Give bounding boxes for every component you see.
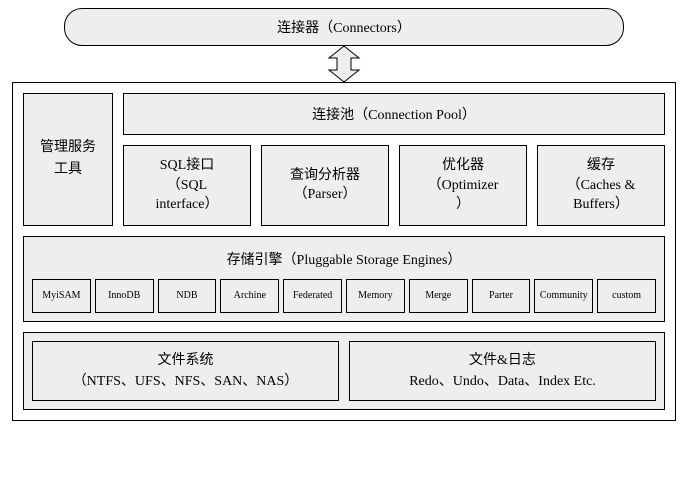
cache-line1: 缓存 — [567, 156, 636, 176]
management-tools-box: 管理服务 工具 — [23, 93, 113, 226]
right-column: 连接池（Connection Pool） SQL接口 （SQL interfac… — [123, 93, 665, 226]
sql-line3: interface） — [156, 195, 219, 215]
sql-interface-box: SQL接口 （SQL interface） — [123, 145, 251, 226]
engines-row: MyiSAM InnoDB NDB Archine Federated Memo… — [32, 279, 656, 313]
fs-line1: 文件系统 — [37, 350, 334, 371]
filesystem-box: 文件系统 （NTFS、UFS、NFS、SAN、NAS） — [32, 341, 339, 401]
top-row: 管理服务 工具 连接池（Connection Pool） SQL接口 （SQL … — [23, 93, 665, 226]
optimizer-box: 优化器 （Optimizer ） — [399, 145, 527, 226]
bottom-section: 文件系统 （NTFS、UFS、NFS、SAN、NAS） 文件&日志 Redo、U… — [23, 332, 665, 410]
main-container: 管理服务 工具 连接池（Connection Pool） SQL接口 （SQL … — [12, 82, 676, 421]
engine-box: InnoDB — [95, 279, 154, 313]
parser-line2: （Parser） — [290, 185, 360, 205]
bidirectional-arrow — [12, 46, 676, 82]
storage-title: 存储引擎（Pluggable Storage Engines） — [32, 245, 656, 279]
sql-line2: （SQL — [156, 176, 219, 196]
connection-pool-box: 连接池（Connection Pool） — [123, 93, 665, 135]
engine-box: custom — [597, 279, 656, 313]
opt-line3: ） — [428, 195, 499, 215]
logs-line2: Redo、Undo、Data、Index Etc. — [354, 371, 651, 392]
mgmt-line2: 工具 — [40, 159, 96, 181]
engine-box: Community — [534, 279, 593, 313]
logs-box: 文件&日志 Redo、Undo、Data、Index Etc. — [349, 341, 656, 401]
engine-box: NDB — [158, 279, 217, 313]
components-row: SQL接口 （SQL interface） 查询分析器 （Parser） 优化器… — [123, 145, 665, 226]
engine-box: Merge — [409, 279, 468, 313]
cache-line2: （Caches & — [567, 176, 636, 196]
sql-line1: SQL接口 — [156, 156, 219, 176]
engine-box: MyiSAM — [32, 279, 91, 313]
connectors-box: 连接器（Connectors） — [64, 8, 624, 46]
parser-line1: 查询分析器 — [290, 166, 360, 186]
engine-box: Memory — [346, 279, 405, 313]
caches-box: 缓存 （Caches & Buffers） — [537, 145, 665, 226]
arrow-icon — [319, 46, 369, 82]
parser-box: 查询分析器 （Parser） — [261, 145, 389, 226]
mgmt-line1: 管理服务 — [40, 137, 96, 159]
opt-line2: （Optimizer — [428, 176, 499, 196]
opt-line1: 优化器 — [428, 156, 499, 176]
connection-pool-label: 连接池（Connection Pool） — [312, 108, 476, 123]
engine-box: Parter — [472, 279, 531, 313]
fs-line2: （NTFS、UFS、NFS、SAN、NAS） — [37, 371, 334, 392]
connectors-label: 连接器（Connectors） — [277, 21, 411, 36]
storage-engines-section: 存储引擎（Pluggable Storage Engines） MyiSAM I… — [23, 236, 665, 322]
engine-box: Federated — [283, 279, 342, 313]
cache-line3: Buffers） — [567, 195, 636, 215]
logs-line1: 文件&日志 — [354, 350, 651, 371]
engine-box: Archine — [220, 279, 279, 313]
